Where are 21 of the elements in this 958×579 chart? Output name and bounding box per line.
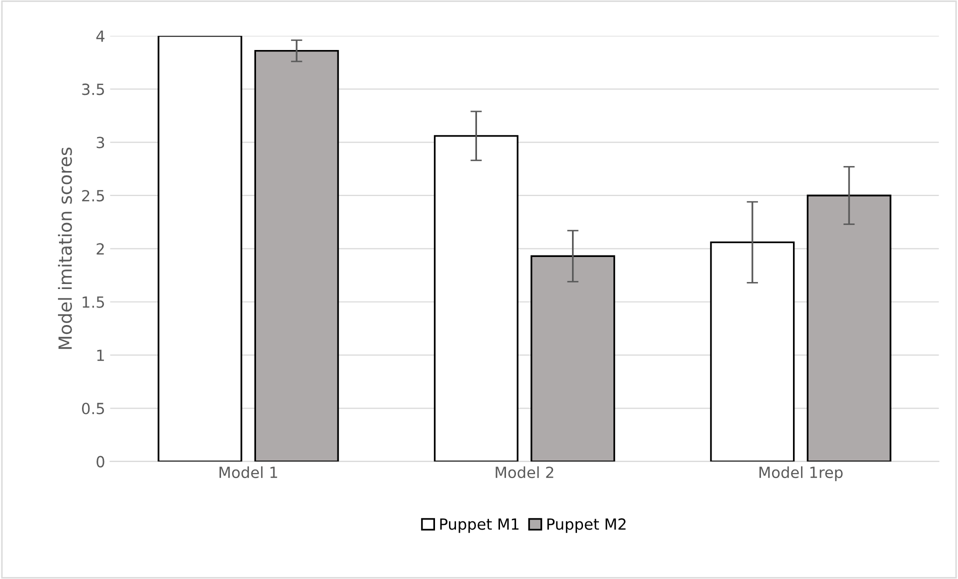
- legend-label: Puppet M1: [440, 518, 519, 533]
- legend-label: Puppet M2: [547, 518, 626, 533]
- bar: [254, 50, 339, 462]
- bar: [434, 135, 518, 462]
- y-axis-title: Model imitation scores: [58, 148, 72, 349]
- y-tick-label: 2: [96, 243, 104, 254]
- bar: [158, 36, 242, 462]
- y-tick-label: 0.5: [82, 402, 104, 414]
- x-tick-label: Model 2: [496, 466, 554, 478]
- y-tick-label: 4: [96, 30, 104, 42]
- y-tick-label: 1: [97, 350, 104, 361]
- y-tick-label: 3.5: [82, 84, 104, 96]
- x-tick-label: Model 1rep: [759, 466, 843, 482]
- bar: [806, 194, 892, 462]
- y-tick-label: 0: [96, 456, 104, 468]
- y-tick-label: 2.5: [82, 190, 104, 202]
- x-tick-label: Model 1: [220, 466, 278, 478]
- bar: [710, 241, 795, 462]
- bar: [530, 255, 616, 462]
- y-tick-label: 3: [96, 136, 104, 148]
- y-tick-label: 1.5: [82, 296, 104, 308]
